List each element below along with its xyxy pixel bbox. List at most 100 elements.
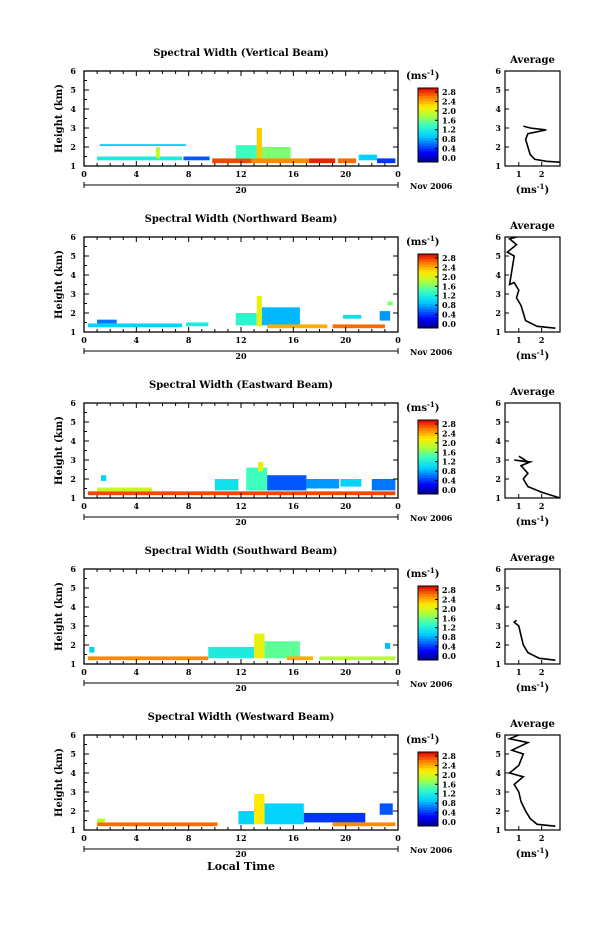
data-cell [267, 475, 307, 491]
average-y-tick-label: 2 [495, 474, 501, 484]
colorbar-tick-label: 1.2 [442, 291, 456, 301]
month-label: Nov 2006 [410, 845, 453, 855]
average-y-tick-label: 2 [495, 640, 501, 650]
y-tick-label: 3 [70, 455, 76, 465]
data-cell [97, 487, 153, 492]
data-cell [101, 475, 107, 481]
panel-3: Spectral Width (Southward Beam)123456Hei… [54, 546, 561, 694]
average-y-tick-label: 3 [495, 787, 501, 797]
colorbar-segment [418, 138, 438, 142]
colorbar-segment [418, 609, 438, 613]
data-cell [256, 128, 262, 159]
average-y-tick-label: 1 [495, 659, 501, 669]
y-tick-label: 5 [70, 85, 76, 95]
colorbar-tick-label: 0.8 [442, 798, 456, 808]
colorbar-segment [418, 810, 438, 814]
x-tick-label: 4 [134, 501, 140, 511]
y-tick-label: 4 [70, 270, 76, 280]
data-cell [286, 656, 313, 661]
colorbar-segment [418, 254, 438, 258]
colorbar-segment [418, 625, 438, 629]
panel-1: Spectral Width (Northward Beam)123456Hei… [54, 214, 561, 362]
colorbar-segment [418, 322, 438, 326]
y-tick-label: 5 [70, 251, 76, 261]
colorbar-tick-label: 0.4 [442, 310, 456, 320]
colorbar-segment [418, 462, 438, 466]
y-tick-label: 4 [70, 602, 76, 612]
data-cell [332, 324, 385, 329]
colorbar-segment [418, 280, 438, 284]
colorbar-tick-label: 2.8 [442, 419, 456, 429]
data-cell [264, 803, 304, 825]
colorbar-segment [418, 422, 438, 426]
colorbar-segment [418, 154, 438, 158]
colorbar-unit-label: (ms-1) [406, 400, 439, 414]
y-tick-label: 2 [70, 806, 76, 816]
colorbar-segment [418, 591, 438, 595]
average-x-tick-label: 2 [539, 335, 545, 345]
colorbar-tick-label: 0.8 [442, 134, 456, 144]
colorbar-frame [417, 253, 439, 329]
colorbar-segment [418, 451, 438, 455]
colorbar-segment [418, 148, 438, 152]
colorbar-tick-label: 0.4 [442, 144, 456, 154]
data-cell [264, 641, 300, 659]
average-profile-line [506, 734, 556, 827]
y-tick-label: 6 [70, 398, 76, 408]
colorbar-segment [418, 304, 438, 308]
colorbar-segment [418, 309, 438, 313]
colorbar-tick-label: 2.4 [442, 262, 456, 272]
colorbar-segment [418, 601, 438, 605]
average-y-tick-label: 5 [495, 749, 501, 759]
panel-4: Spectral Width (Westward Beam)123456Heig… [54, 712, 561, 873]
x-tick-label: 12 [235, 169, 246, 179]
colorbar-segment [418, 111, 438, 115]
month-label: Nov 2006 [410, 513, 453, 523]
colorbar-segment [418, 427, 438, 431]
colorbar-segment [418, 420, 438, 424]
y-tick-label: 4 [70, 436, 76, 446]
average-x-tick-label: 2 [539, 169, 545, 179]
colorbar-segment [418, 794, 438, 798]
colorbar-segment [418, 820, 438, 824]
colorbar-segment [418, 109, 438, 113]
colorbar-segment [418, 770, 438, 774]
x-axis-title: Local Time [207, 860, 275, 873]
average-y-tick-label: 5 [495, 583, 501, 593]
data-cell [251, 158, 310, 164]
colorbar-segment [418, 815, 438, 819]
colorbar-segment [418, 480, 438, 484]
data-cell [343, 314, 362, 319]
colorbar-segment [418, 93, 438, 97]
colorbar-segment [418, 754, 438, 758]
average-title: Average [509, 719, 555, 730]
colorbar-tick-label: 1.6 [442, 779, 456, 789]
data-cell [186, 322, 209, 327]
x-tick-label: 16 [288, 833, 300, 843]
average-title: Average [509, 221, 555, 232]
colorbar-unit-label: (ms-1) [406, 234, 439, 248]
x-tick-label: 16 [288, 169, 300, 179]
x-tick-label: 12 [235, 335, 246, 345]
average-unit-label: (ms-1) [516, 514, 549, 528]
y-axis-label: Height (km) [54, 250, 65, 319]
colorbar-segment [418, 620, 438, 624]
data-cell [238, 811, 255, 825]
colorbar-frame [417, 751, 439, 827]
y-tick-label: 1 [70, 161, 76, 171]
date-label: 20 [235, 683, 247, 693]
panel-title: Spectral Width (Vertical Beam) [153, 48, 329, 59]
colorbar-tick-label: 1.6 [442, 613, 456, 623]
panel-2: Spectral Width (Eastward Beam)123456Heig… [54, 380, 561, 528]
colorbar-segment [418, 283, 438, 287]
colorbar-segment [418, 130, 438, 134]
colorbar-segment [418, 306, 438, 310]
colorbar-unit-label: (ms-1) [406, 732, 439, 746]
colorbar-unit-label: (ms-1) [406, 566, 439, 580]
colorbar-segment [418, 823, 438, 827]
average-y-tick-label: 4 [495, 768, 501, 778]
data-cell [183, 156, 210, 161]
colorbar-segment [418, 438, 438, 442]
x-tick-label: 8 [186, 501, 192, 511]
